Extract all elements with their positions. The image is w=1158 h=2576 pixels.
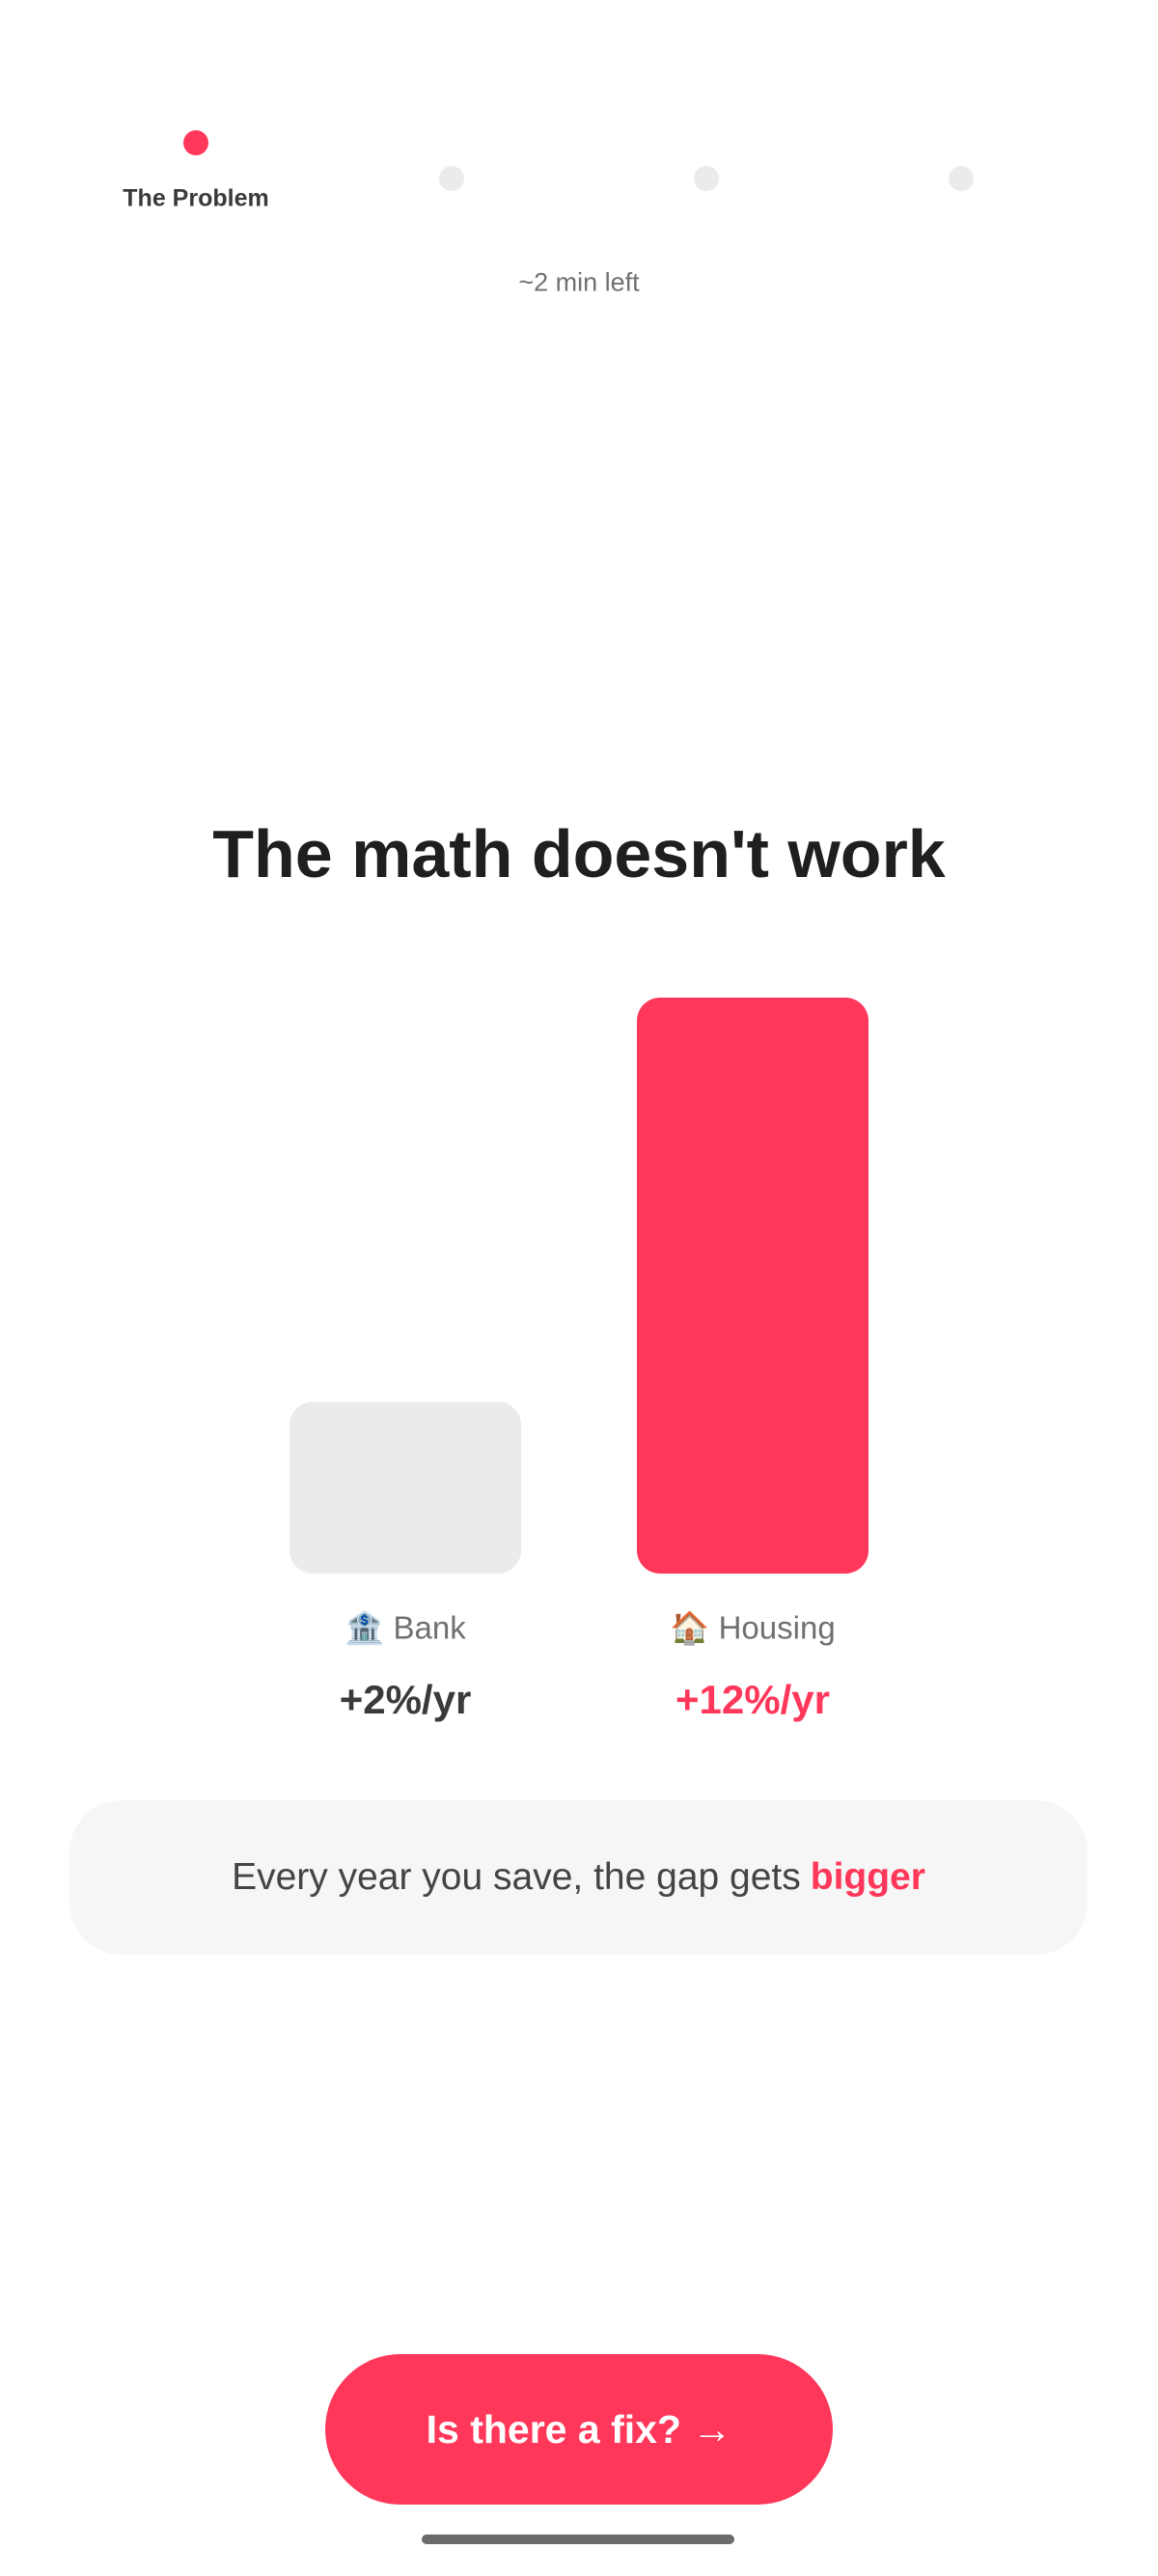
info-text: Every year you save, the gap gets <box>232 1856 801 1898</box>
info-callout: Every year you save, the gap gets bigger <box>69 1800 1088 1955</box>
bank-icon: 🏦 <box>345 1609 385 1646</box>
house-icon: 🏠 <box>670 1609 710 1646</box>
housing-label-text: Housing <box>718 1609 836 1646</box>
bank-label: 🏦 Bank <box>232 1610 579 1648</box>
bank-label-text: Bank <box>393 1609 466 1646</box>
step-label: The Problem <box>123 184 269 212</box>
housing-label: 🏠 Housing <box>579 1610 926 1648</box>
info-highlight: bigger <box>810 1856 925 1898</box>
page-title: The math doesn't work <box>212 816 946 891</box>
housing-bar <box>637 998 868 1574</box>
home-indicator[interactable] <box>422 2535 734 2544</box>
step-dot-3 <box>694 166 719 191</box>
step-dot-4 <box>949 166 974 191</box>
next-button[interactable]: Is there a fix? → <box>325 2354 833 2505</box>
step-dot-2 <box>439 166 464 191</box>
step-dot-1-active <box>183 130 208 155</box>
time-left-text: ~2 min left <box>518 267 640 297</box>
housing-rate: +12%/yr <box>676 1677 830 1722</box>
bank-rate: +2%/yr <box>339 1677 472 1722</box>
bank-bar <box>290 1402 521 1574</box>
